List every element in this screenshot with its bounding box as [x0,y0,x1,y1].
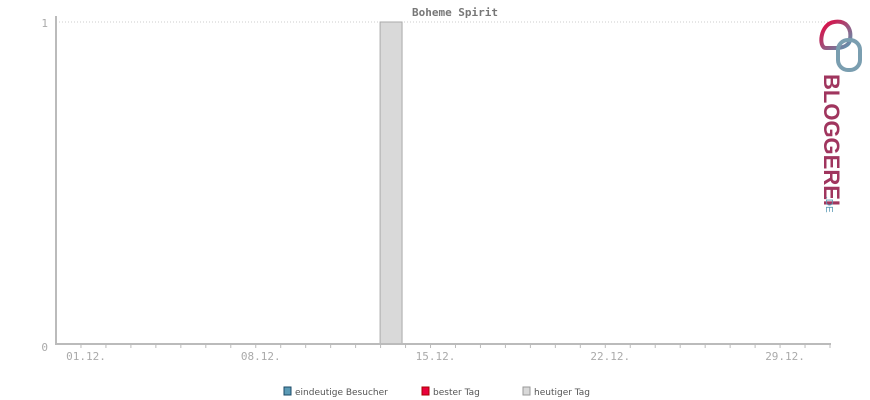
legend-label: heutiger Tag [534,388,590,398]
x-tick-label: 15.12. [416,350,456,363]
y-tick-1: 1 [41,17,48,30]
x-tick-label: 29.12. [765,350,805,363]
legend-label: bester Tag [433,388,480,398]
legend-label: eindeutige Besucher [295,388,388,398]
legend-swatch [283,386,292,396]
x-tick-label: 22.12. [590,350,630,363]
bar-day-14 [379,21,403,345]
x-tick-label: 01.12. [66,350,106,363]
svg-text:BLOGGEREI: BLOGGEREI [819,74,844,206]
bloggerei-logo: BLOGGEREI .DE [819,19,862,213]
y-tick-0: 0 [41,341,48,354]
legend-swatch [421,386,430,396]
x-tick-label: 08.12. [241,350,281,363]
chart-title: Boheme Spirit [412,6,498,19]
legend-swatch [522,386,531,396]
svg-text:.DE: .DE [823,196,834,213]
